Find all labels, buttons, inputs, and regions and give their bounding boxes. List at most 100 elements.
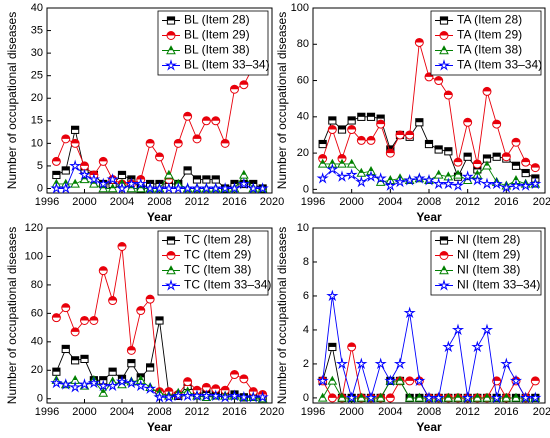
data-point [52,170,61,180]
data-point [181,182,194,194]
marker-half [127,359,135,364]
data-point [530,163,540,173]
marker-half [483,87,491,92]
marker-half [522,169,530,174]
marker-half [446,172,451,177]
marker-half [415,118,423,123]
marker [219,390,232,403]
marker-half [120,179,124,184]
marker [172,182,185,194]
data-point [384,179,397,191]
data-point [453,169,463,179]
marker-half [101,388,106,393]
data-point [492,119,502,129]
marker [200,182,213,194]
data-point [482,392,492,402]
y-tick-label: 40 [31,336,43,348]
marker-half [446,393,451,398]
data-point [146,363,155,372]
data-point [117,170,127,180]
y-tick-label: 10 [297,222,309,234]
marker-half [62,345,70,349]
y-tick-label: 100 [291,2,309,14]
marker-half [483,154,491,159]
marker [461,170,474,182]
data-point [480,323,494,336]
data-point [134,379,147,392]
marker-half [492,120,501,125]
marker-half [193,386,201,391]
marker [422,173,436,186]
marker [162,182,175,194]
marker-half [377,115,385,119]
marker [247,390,260,403]
marker-half [71,327,80,332]
data-point [153,390,166,403]
marker [106,173,119,185]
data-point [434,76,444,86]
marker [335,357,349,370]
x-axis-label: Year [147,420,173,434]
data-point [228,182,241,194]
y-tick-label: 5 [37,160,43,172]
x-tick-label: 2012 [185,196,209,208]
marker [115,182,129,194]
data-point [347,342,357,352]
data-point [127,359,136,368]
x-tick-label: 2016 [494,406,518,418]
data-point [209,182,222,194]
marker-half [456,170,460,175]
marker-half [396,130,404,135]
marker-half [82,175,87,180]
data-point [366,135,376,145]
data-point [237,390,250,403]
marker [164,59,178,71]
panel: 1996 2000 2004 2008 2012 2016 2020 0 2 4 6 8 10 Year N… [275,222,550,434]
marker-half [330,159,335,164]
data-point [69,380,82,393]
marker [519,391,532,404]
marker-half [328,125,337,130]
data-point [87,376,100,389]
data-point [433,169,444,179]
data-point [79,174,90,184]
marker [106,379,119,392]
data-point [144,182,157,194]
marker-half [52,368,60,372]
marker [181,389,194,402]
legend-label: TC (Item 29) [184,248,251,262]
marker-half [136,175,145,180]
marker-half [328,116,336,121]
x-tick-label: 2016 [222,196,246,208]
data-point [190,389,204,402]
data-point [442,177,455,190]
marker [78,168,91,181]
x-tick-label: 2008 [417,196,441,208]
marker-half [63,179,68,184]
data-point [200,389,213,402]
marker [384,179,397,191]
marker-half [61,303,70,308]
data-point [247,390,260,403]
data-point [126,345,136,355]
data-point [108,296,118,306]
data-point [181,389,194,402]
data-point [89,315,99,325]
data-point [384,374,397,387]
data-point [192,134,202,144]
marker-half [80,161,89,166]
data-point [97,379,110,392]
data-point [347,116,356,125]
data-point [50,376,63,389]
marker-half [456,393,460,398]
data-point [89,178,99,188]
data-point [61,134,71,144]
y-axis-label: Number of occupational diseases [275,227,289,404]
marker [97,177,110,190]
data-point [356,392,367,402]
data-point [117,241,127,251]
data-point [172,389,185,402]
data-point [335,357,349,370]
x-tick-label: 2020 [533,406,550,418]
marker-half [475,170,480,175]
